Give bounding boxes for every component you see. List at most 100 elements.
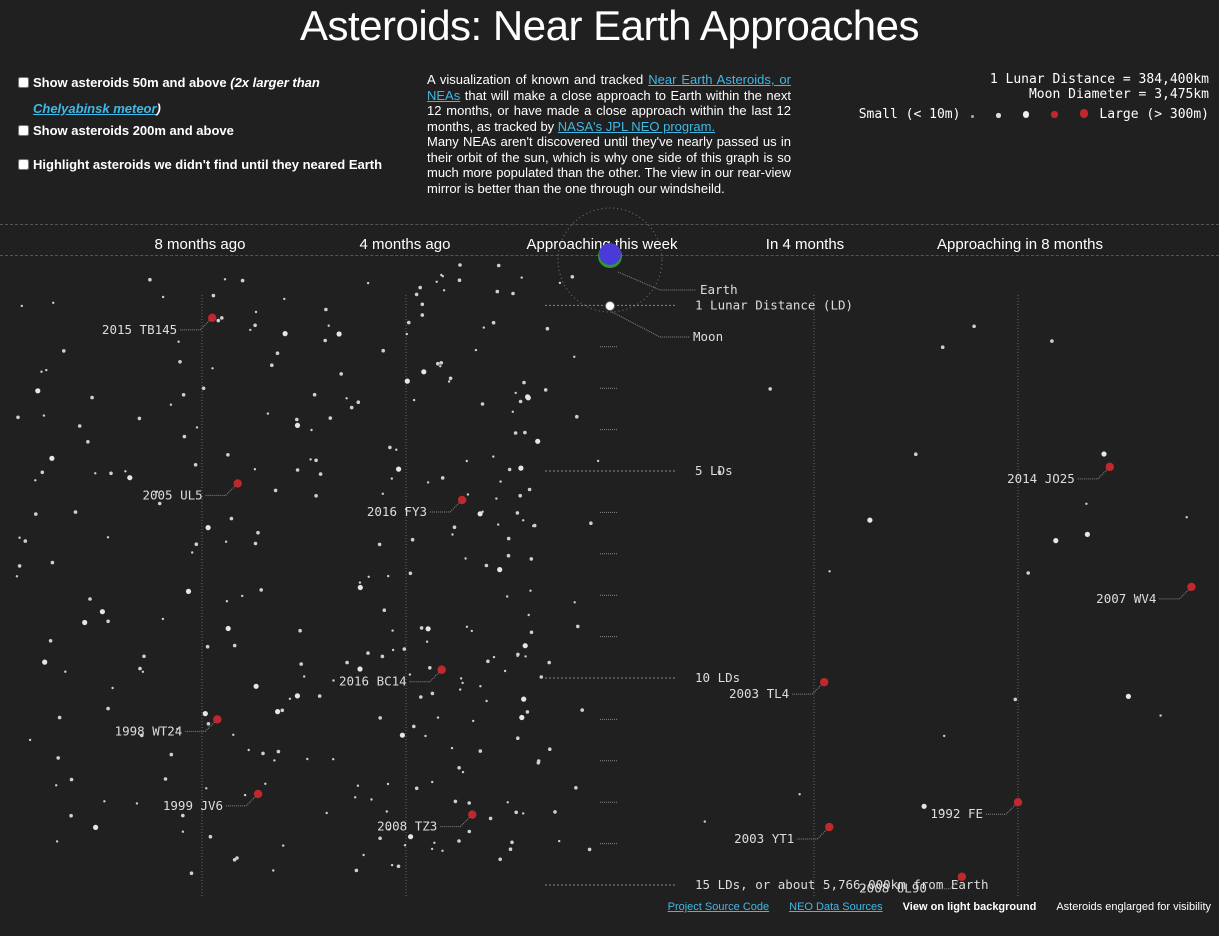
asteroid-dot — [506, 536, 511, 541]
asteroid-dot — [414, 786, 419, 791]
asteroid-dot — [280, 708, 285, 713]
asteroid-dot — [1125, 693, 1131, 700]
asteroid-dot — [189, 871, 194, 875]
asteroid-dot — [439, 365, 442, 368]
asteroid-dot — [391, 648, 395, 652]
asteroid-dot — [370, 798, 373, 801]
asteroid-dot — [377, 542, 382, 547]
named-asteroid-dot — [825, 822, 834, 832]
asteroid-dot — [457, 839, 461, 843]
asteroid-dot — [273, 488, 278, 493]
option-200m: Show asteroids 200m and above — [18, 118, 398, 144]
lunar-distance-scale: 1 Lunar Distance = 384,400km — [989, 72, 1209, 87]
asteroid-dot — [264, 782, 267, 785]
asteroid-dot — [208, 834, 213, 839]
asteroid-dot — [940, 345, 945, 350]
asteroid-dot — [195, 426, 199, 429]
asteroid-dot — [573, 601, 576, 604]
moon-dot — [605, 301, 615, 311]
asteroid-dot — [362, 853, 365, 857]
asteroid-dot — [1084, 531, 1090, 538]
asteroid-dot — [309, 458, 312, 461]
asteroid-dot — [354, 796, 357, 799]
asteroid-dot — [408, 571, 413, 576]
jpl-link[interactable]: NASA's JPL NEO program. — [557, 118, 716, 134]
asteroid-dot — [972, 324, 976, 329]
asteroid-dot — [169, 752, 174, 757]
option-highlight-label: Highlight asteroids we didn't find until… — [33, 157, 383, 172]
neo-data-link[interactable]: NEO Data Sources — [789, 901, 883, 913]
option-200m-checkbox[interactable] — [18, 125, 29, 136]
asteroid-dot — [349, 405, 354, 410]
asteroid-dot — [558, 281, 562, 285]
asteroid-dot — [299, 662, 304, 666]
earth-label: Earth — [700, 282, 738, 297]
asteroid-dot — [366, 651, 370, 655]
asteroid-dot — [206, 722, 211, 726]
asteroid-dot — [356, 400, 361, 405]
asteroid-dot — [519, 714, 525, 721]
light-background-toggle[interactable]: View on light background — [902, 901, 1037, 913]
asteroid-dot — [459, 688, 462, 691]
asteroid-dot — [407, 320, 411, 325]
asteroid-dot — [488, 816, 493, 821]
asteroid-dot — [378, 716, 383, 720]
asteroid-dot — [428, 666, 432, 670]
asteroid-dot — [385, 810, 388, 813]
asteroid-dot — [106, 706, 110, 711]
asteroid-dot — [28, 738, 32, 742]
scale-info: 1 Lunar Distance = 384,400km Moon Diamet… — [809, 72, 1209, 102]
named-asteroid-label: 2003 TL4 — [729, 686, 789, 701]
asteroid-dot — [298, 628, 302, 633]
asteroid-dot — [525, 710, 530, 714]
earth-leader-line — [617, 271, 696, 291]
asteroid-dot — [514, 391, 517, 395]
asteroid-dot — [921, 803, 927, 809]
project-source-link[interactable]: Project Source Code — [667, 901, 770, 913]
option-highlight-checkbox[interactable] — [18, 159, 29, 170]
asteroid-dot — [515, 511, 520, 515]
asteroid-dot — [103, 800, 106, 803]
asteroid-dot — [201, 386, 206, 391]
asteroid-dot — [436, 716, 440, 719]
named-asteroid-dot — [1105, 462, 1115, 472]
asteroid-dot — [430, 847, 434, 851]
asteroid-dot — [345, 660, 349, 665]
asteroid-dot — [457, 278, 462, 283]
asteroid-dot — [420, 313, 425, 317]
size-legend-large: Large (> 300m) — [1099, 106, 1209, 122]
named-asteroid-dot — [1187, 582, 1196, 592]
asteroid-dot — [177, 340, 180, 343]
asteroid-dot — [17, 564, 22, 568]
asteroid-dot — [202, 711, 208, 717]
chelyabinsk-link[interactable]: Chelyabinsk meteor — [33, 101, 157, 116]
asteroid-dot — [23, 539, 28, 543]
named-asteroid-dot — [213, 715, 222, 724]
asteroid-dot — [282, 331, 288, 337]
asteroid-dot — [295, 468, 300, 472]
asteroid-dot — [259, 588, 264, 592]
asteroid-dot — [529, 589, 532, 592]
nea-link[interactable]: Near Earth Asteroids, or NEAs — [427, 72, 791, 103]
asteroid-dot — [914, 452, 918, 457]
asteroid-dot — [261, 751, 265, 756]
asteroid-dot — [266, 412, 270, 415]
option-50m-checkbox[interactable] — [18, 77, 29, 88]
asteroid-dot — [522, 519, 525, 522]
asteroid-dot — [20, 304, 23, 308]
asteroid-dot — [452, 525, 457, 529]
asteroid-dot — [525, 395, 531, 401]
asteroid-dot — [354, 868, 359, 873]
description-p1: A visualization of known and tracked Nea… — [427, 72, 791, 134]
asteroid-dot — [436, 361, 440, 366]
asteroid-dot — [229, 516, 234, 521]
asteroid-dot — [828, 570, 831, 573]
asteroid-dot — [226, 453, 230, 457]
asteroid-dot — [506, 553, 511, 558]
asteroid-dot — [1013, 697, 1018, 702]
moon-label: Moon — [693, 329, 723, 344]
asteroid-dot — [453, 799, 458, 804]
asteroid-dot — [48, 639, 53, 643]
asteroid-dot — [419, 626, 424, 630]
